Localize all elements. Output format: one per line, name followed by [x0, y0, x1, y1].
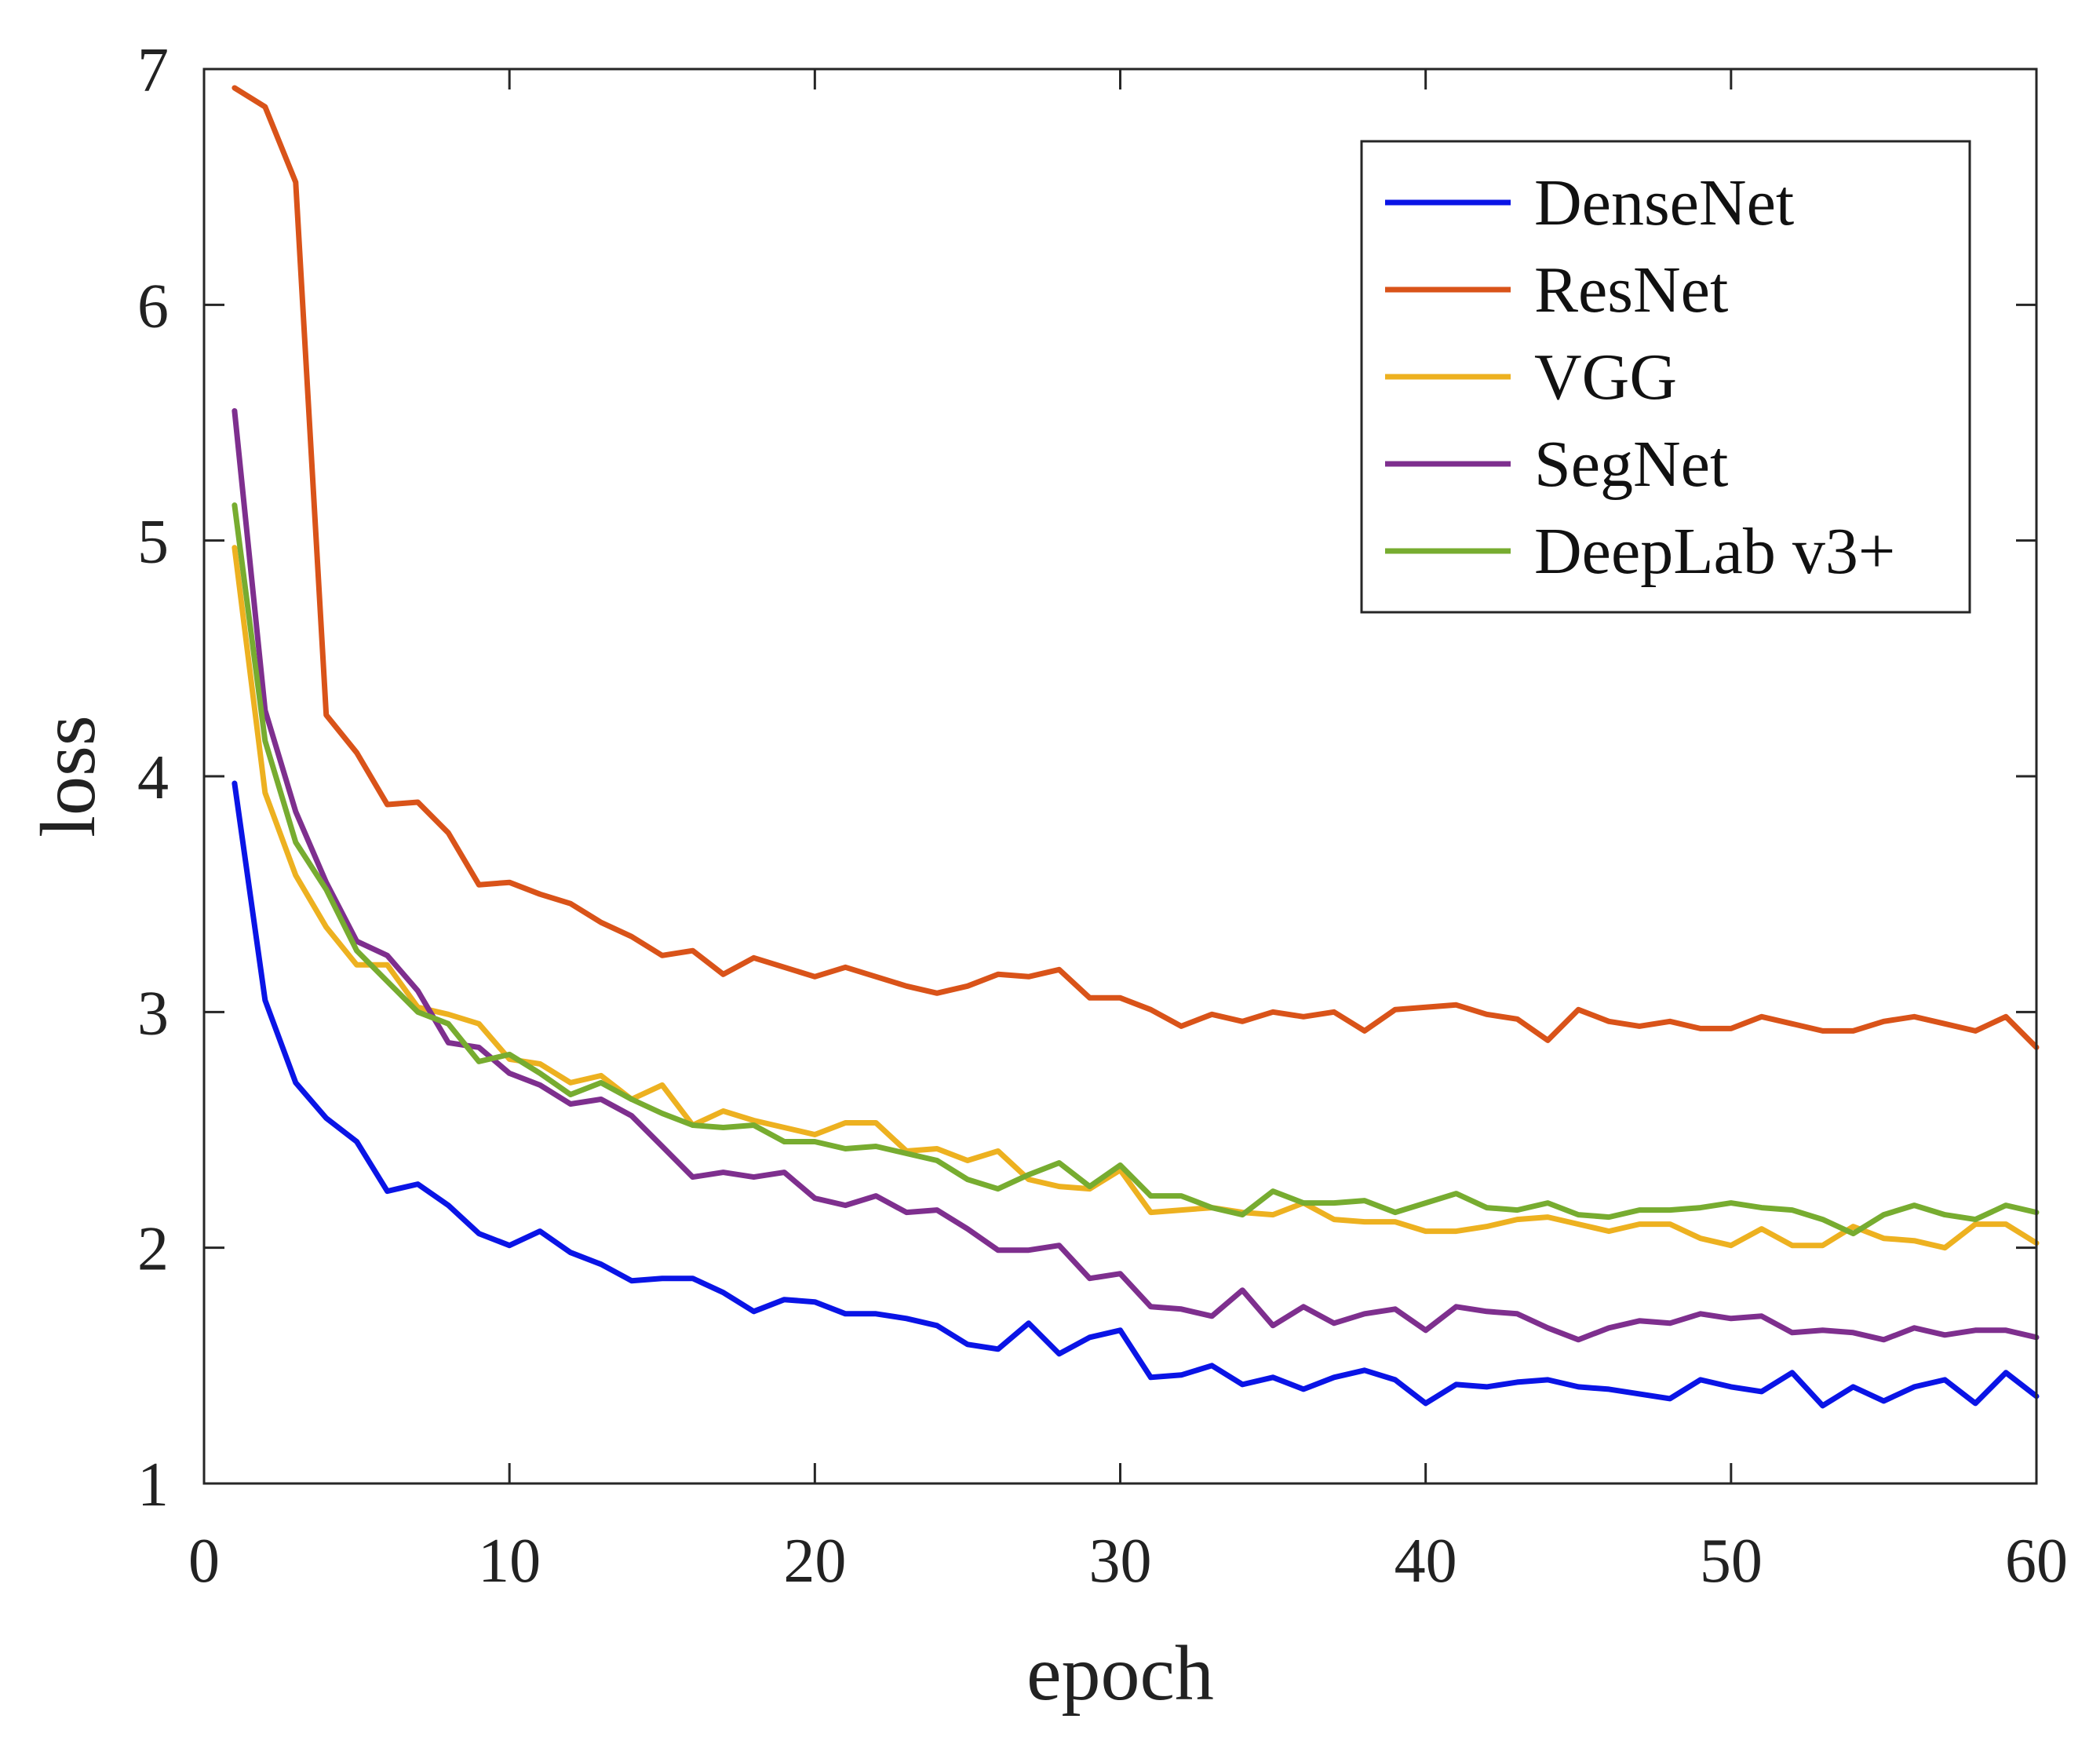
x-tick-label: 50 [1700, 1527, 1763, 1596]
y-tick-label: 6 [137, 272, 169, 341]
x-tick-label: 60 [2005, 1527, 2068, 1596]
y-tick-label: 7 [137, 36, 169, 105]
x-tick-label: 40 [1395, 1527, 1457, 1596]
y-axis-tick-labels: 1 2 3 4 5 6 7 [137, 36, 169, 1520]
legend-label: SegNet [1534, 428, 1728, 501]
x-tick-label: 0 [188, 1527, 220, 1596]
legend: DenseNet ResNet VGG SegNet DeepLab v3+ [1360, 140, 1971, 614]
legend-label: DenseNet [1534, 166, 1794, 239]
series-line-densenet [232, 780, 2040, 1409]
legend-label: ResNet [1534, 254, 1728, 327]
x-axis-label: epoch [1026, 1629, 1214, 1717]
series-layer [232, 85, 2040, 1409]
series-line-resnet [232, 85, 2040, 1050]
x-tick-label: 20 [783, 1527, 846, 1596]
series-line-deeplab-v3 [232, 502, 2040, 1237]
y-tick-label: 3 [137, 979, 169, 1048]
x-tick-label: 10 [478, 1527, 541, 1596]
series-line-segnet [232, 408, 2040, 1343]
y-tick-label: 2 [137, 1215, 169, 1284]
y-axis-label: loss [24, 715, 111, 838]
legend-label: DeepLab v3+ [1534, 515, 1895, 588]
x-axis-tick-labels: 0 10 20 30 40 50 60 [188, 1527, 2068, 1596]
x-tick-label: 30 [1089, 1527, 1152, 1596]
series-line-vgg [232, 545, 2040, 1251]
y-tick-label: 1 [137, 1451, 169, 1520]
legend-label: VGG [1534, 341, 1677, 414]
axis-ticks [204, 69, 2036, 1483]
y-tick-label: 4 [137, 743, 169, 812]
y-tick-label: 5 [137, 508, 169, 577]
